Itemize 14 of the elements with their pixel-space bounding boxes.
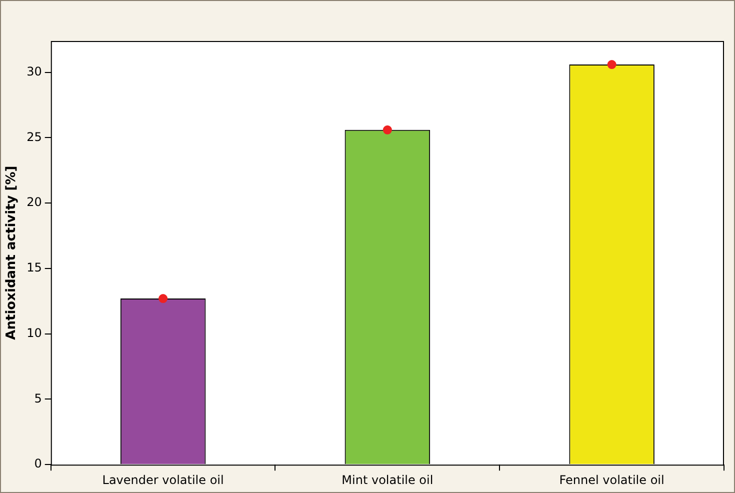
y-tick-label: 20 [26, 195, 42, 210]
point [158, 294, 168, 304]
point [382, 125, 392, 134]
x-tick-label: Lavender volatile oil [102, 472, 224, 487]
y-tick-label: 30 [26, 64, 42, 79]
x-tick-label: Fennel volatile oil [559, 472, 664, 487]
y-tick-label: 25 [26, 130, 42, 144]
y-tick-label: 5 [34, 391, 42, 406]
y-axis-title: Antioxidant activity [%] [4, 166, 20, 340]
y-tick-label: 10 [26, 326, 42, 340]
x-tick-label: Mint volatile oil [342, 472, 434, 487]
y-tick-label: 15 [26, 260, 42, 275]
y-tick-label: 0 [34, 456, 42, 471]
point [607, 60, 616, 70]
